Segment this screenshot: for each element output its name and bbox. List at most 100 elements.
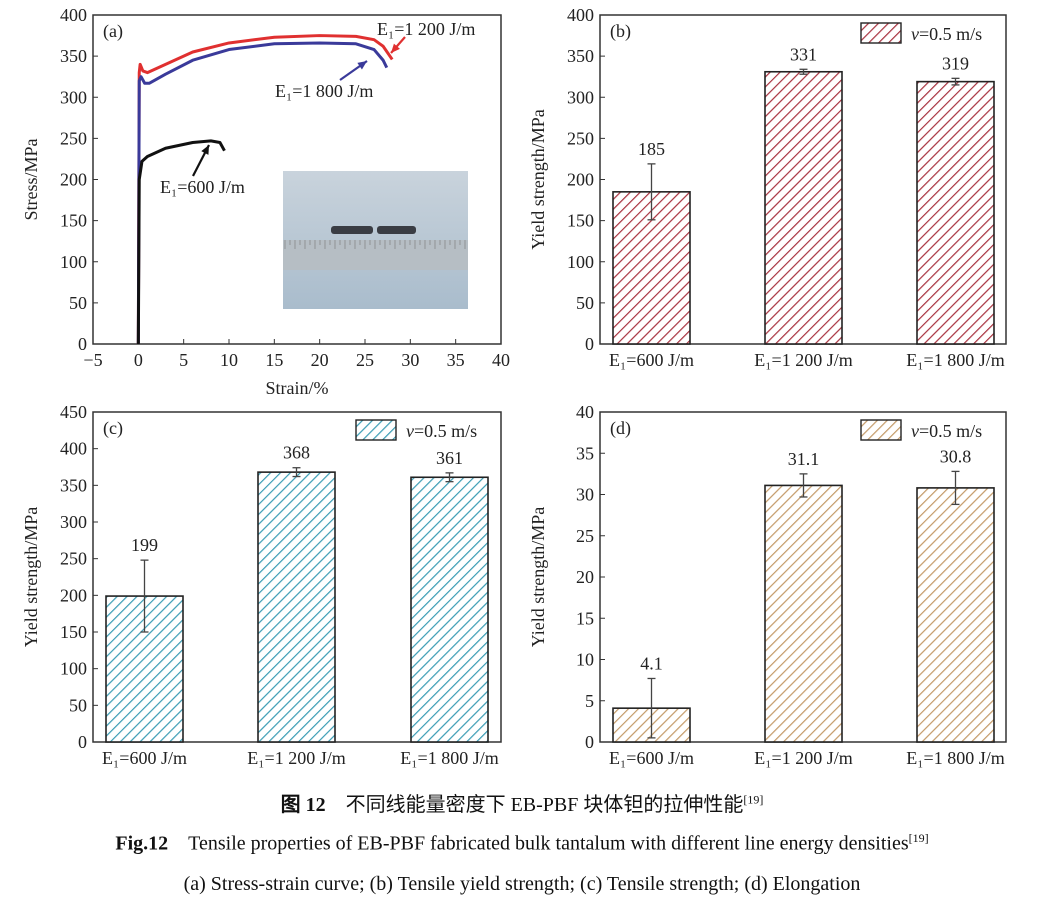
y-tick-label: 200 [567, 170, 594, 190]
x-tick-label: 20 [311, 350, 329, 370]
x-tick-label: −5 [83, 350, 102, 370]
y-axis-label: Stress/MPa [21, 138, 41, 220]
series-label: E₁=600 J/m [160, 177, 245, 197]
y-tick-label: 250 [60, 549, 87, 569]
y-tick-label: 5 [585, 691, 594, 711]
bar [764, 484, 843, 743]
y-tick-label: 150 [60, 622, 87, 642]
ruler [283, 240, 468, 270]
y-tick-label: 100 [567, 252, 594, 272]
caption-sub-text: (a) Stress-strain curve; (b) Tensile yie… [183, 873, 861, 895]
bar-value-label: 319 [942, 53, 969, 73]
y-tick-label: 400 [60, 5, 87, 25]
x-tick-label: 10 [220, 350, 238, 370]
y-tick-label: 350 [60, 475, 87, 495]
bar-value-label: 31.1 [788, 449, 820, 469]
legend-swatch [355, 419, 397, 441]
x-category-label: E₁=1 200 J/m [754, 748, 852, 768]
bar [916, 487, 995, 743]
y-tick-label: 15 [576, 608, 594, 628]
y-tick-label: 300 [567, 87, 594, 107]
caption-en: Fig.12 Tensile properties of EB-PBF fabr… [0, 831, 1044, 856]
bar-value-label: 331 [790, 44, 817, 64]
y-tick-label: 50 [576, 293, 594, 313]
legend-var: v [911, 421, 919, 441]
panel-label: (c) [103, 418, 123, 439]
bar-value-label: 4.1 [640, 653, 663, 673]
y-tick-label: 400 [60, 439, 87, 459]
bar-value-label: 30.8 [940, 446, 972, 466]
chart-panel-b: 0 50 100 150 200 250 300 350 400 Yield strength/M… [528, 5, 1007, 370]
panel-label: (a) [103, 21, 123, 42]
caption-en-text: Tensile properties of EB-PBF fabricated … [188, 832, 909, 855]
series-line [136, 34, 394, 345]
x-category-label: E₁=1 800 J/m [906, 748, 1004, 768]
caption-en-ref: [19] [908, 831, 929, 845]
y-tick-label: 250 [567, 128, 594, 148]
y-tick-label: 350 [567, 46, 594, 66]
y-tick-label: 400 [567, 5, 594, 25]
y-tick-label: 150 [60, 211, 87, 231]
legend-label: v=0.5 m/s [911, 24, 982, 44]
caption-cn-text: 不同线能量密度下 EB-PBF 块体钽的拉伸性能 [345, 794, 744, 816]
legend-var: v [406, 421, 414, 441]
y-tick-label: 350 [60, 46, 87, 66]
bar-value-label: 361 [436, 448, 463, 468]
caption-cn: 图 12 不同线能量密度下 EB-PBF 块体钽的拉伸性能[19] [0, 788, 1044, 817]
series-label: E₁=1 200 J/m [377, 19, 475, 39]
x-tick-label: 30 [401, 350, 419, 370]
y-tick-label: 450 [60, 402, 87, 422]
x-category-label: E₁=1 200 J/m [754, 350, 852, 370]
y-tick-label: 150 [567, 211, 594, 231]
x-category-label: E₁=600 J/m [609, 350, 694, 370]
legend-swatch [860, 22, 902, 44]
y-tick-label: 40 [576, 402, 594, 422]
caption-cn-number: 图 12 [280, 794, 326, 816]
annotation-arrowhead [357, 61, 367, 70]
annotation-arrowhead [391, 43, 400, 53]
bar [257, 471, 336, 743]
x-category-label: E₁=1 200 J/m [247, 748, 345, 768]
legend-label: v=0.5 m/s [911, 421, 982, 441]
legend-var: v [911, 24, 919, 44]
x-category-label: E₁=600 J/m [609, 748, 694, 768]
specimen-left [331, 226, 373, 234]
panel-label: (b) [610, 21, 631, 42]
x-axis-label: Strain/% [266, 378, 329, 398]
y-axis-label: Yield strength/MPa [528, 109, 548, 250]
x-tick-label: 5 [179, 350, 188, 370]
bar-value-label: 368 [283, 443, 310, 463]
y-axis-label: Yield strength/MPa [528, 507, 548, 648]
y-tick-label: 0 [78, 334, 87, 354]
x-tick-label: 35 [447, 350, 465, 370]
y-tick-label: 0 [585, 334, 594, 354]
x-tick-label: 0 [134, 350, 143, 370]
x-tick-label: 40 [492, 350, 510, 370]
y-tick-label: 200 [60, 170, 87, 190]
x-category-label: E₁=600 J/m [102, 748, 187, 768]
caption-en-number: Fig.12 [115, 832, 169, 855]
y-tick-label: 30 [576, 485, 594, 505]
caption-sub: (a) Stress-strain curve; (b) Tensile yie… [0, 873, 1044, 896]
legend-swatch [860, 419, 902, 441]
legend-value: =0.5 m/s [919, 24, 982, 44]
annotation-arrowhead [201, 145, 209, 155]
y-tick-label: 0 [78, 732, 87, 752]
bar-value-label: 185 [638, 139, 665, 159]
specimen-right [377, 226, 416, 234]
x-tick-label: 15 [265, 350, 283, 370]
chart-panel-d: 0 5 10 15 20 25 30 35 40 Yield strength/MPa (d) 4.1… [528, 402, 1007, 768]
y-tick-label: 250 [60, 128, 87, 148]
y-tick-label: 50 [69, 293, 87, 313]
y-tick-label: 50 [69, 695, 87, 715]
x-category-label: E₁=1 800 J/m [906, 350, 1004, 370]
bar [410, 476, 489, 743]
x-category-label: E₁=1 800 J/m [400, 748, 498, 768]
y-tick-label: 100 [60, 659, 87, 679]
inset-photo [283, 171, 468, 309]
caption-cn-ref: [19] [743, 792, 764, 807]
legend-label: v=0.5 m/s [406, 421, 477, 441]
bar [764, 70, 843, 345]
